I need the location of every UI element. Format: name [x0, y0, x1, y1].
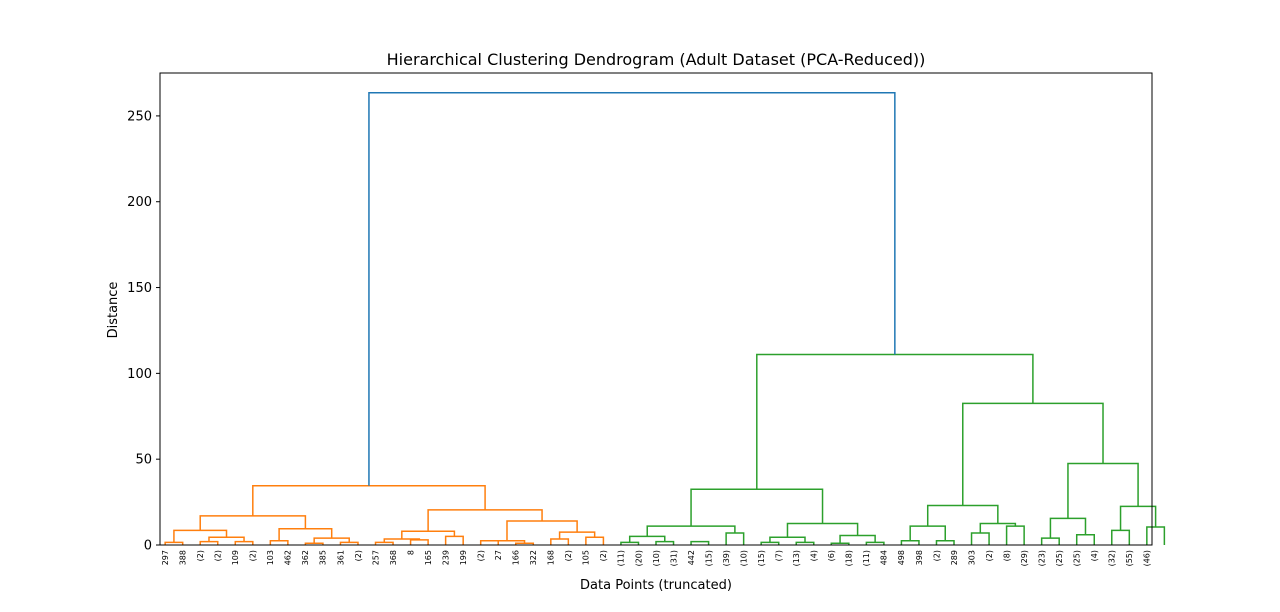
leaf-label: (8): [1002, 550, 1011, 561]
leaf-label: 289: [950, 550, 959, 565]
dendrogram-link: [489, 539, 526, 544]
leaf-label: (2): [249, 550, 258, 561]
leaf-label: (25): [1055, 550, 1064, 566]
leaf-label: 442: [687, 550, 696, 565]
leaf-label: 199: [459, 550, 468, 565]
leaf-label: (31): [669, 550, 678, 566]
leaf-label: (20): [634, 550, 643, 566]
leaf-label: 8: [406, 550, 415, 555]
leaf-label: 361: [336, 550, 345, 565]
leaf-label: 168: [547, 550, 556, 565]
leaf-label: (2): [564, 550, 573, 561]
chart-title: Hierarchical Clustering Dendrogram (Adul…: [387, 50, 926, 69]
leaf-label: (55): [1125, 550, 1134, 566]
dendrogram-link: [173, 529, 228, 543]
leaf-label: (2): [214, 550, 223, 561]
leaf-label: 388: [178, 550, 187, 565]
leaf-label: (4): [1090, 550, 1099, 561]
leaf-label: 257: [371, 550, 380, 565]
y-tick-label: 0: [144, 539, 152, 554]
dendrogram-link: [1040, 537, 1060, 545]
leaf-label: (15): [704, 550, 713, 566]
leaf-label: (11): [617, 550, 626, 566]
leaf-label: (13): [792, 550, 801, 566]
leaf-label: (2): [196, 550, 205, 561]
y-tick-label: 250: [127, 109, 152, 124]
leaf-label: (4): [810, 550, 819, 561]
leaf-label: 105: [582, 550, 591, 565]
dendrogram-link: [409, 539, 429, 545]
dendrogram-link: [690, 540, 710, 545]
dendrogram-link: [515, 542, 535, 545]
dendrogram-link: [1119, 505, 1157, 531]
dendrogram-link: [506, 520, 578, 541]
dendrogram-link: [383, 538, 421, 543]
leaf-label: 103: [266, 550, 275, 565]
x-axis: 297 388 (2) (2) 109 (2) 103 462 362 385 361 (2) 257 3…: [161, 550, 1152, 566]
leaf-label: (6): [827, 550, 836, 561]
leaf-label: (2): [932, 550, 941, 561]
leaf-label: 27: [494, 550, 503, 560]
dendrogram-link: [278, 527, 333, 541]
y-axis: 0 50 100 150 200 250: [127, 109, 160, 554]
dendrogram-links: [164, 91, 1166, 545]
leaf-label: 498: [897, 550, 906, 565]
leaf-label: (25): [1073, 550, 1082, 566]
leaf-label: (15): [757, 550, 766, 566]
dendrogram-link: [427, 509, 543, 532]
leaf-label: 368: [389, 550, 398, 565]
plot-frame: [159, 72, 1153, 546]
y-tick-label: 50: [135, 453, 152, 468]
dendrogram-link: [313, 537, 350, 544]
dendrogram-link: [1075, 533, 1095, 545]
y-tick-label: 200: [127, 195, 152, 210]
dendrogram-link: [304, 542, 324, 545]
leaf-label: (2): [477, 550, 486, 561]
dendrogram-link: [1111, 529, 1131, 545]
leaf-label: (11): [862, 550, 871, 566]
leaf-label: 322: [529, 550, 538, 565]
dendrogram-link: [1067, 462, 1139, 519]
leaf-label: 109: [231, 550, 240, 565]
leaf-label: (10): [739, 550, 748, 566]
leaf-label: 303: [967, 550, 976, 565]
leaf-label: (23): [1037, 550, 1046, 566]
y-tick-label: 100: [127, 367, 152, 382]
leaf-label: (39): [722, 550, 731, 566]
leaf-label: (29): [1020, 550, 1029, 566]
x-axis-label: Data Points (truncated): [580, 578, 732, 593]
leaf-label: 484: [880, 550, 889, 565]
leaf-label: 462: [284, 550, 293, 565]
leaf-label: (18): [845, 550, 854, 566]
leaf-label: 166: [512, 550, 521, 565]
leaf-label: 239: [441, 550, 450, 565]
y-tick-label: 150: [127, 281, 152, 296]
leaf-label: 297: [161, 550, 170, 565]
dendrogram-link: [830, 542, 850, 545]
leaf-label: (2): [599, 550, 608, 561]
leaf-label: 362: [301, 550, 310, 565]
leaf-label: (32): [1108, 550, 1117, 566]
leaf-label: (2): [985, 550, 994, 561]
dendrogram-link: [199, 515, 307, 531]
leaf-label: 398: [915, 550, 924, 565]
leaf-label: (10): [652, 550, 661, 566]
leaf-label: (46): [1143, 550, 1152, 566]
dendrogram-link: [756, 353, 1034, 490]
leaf-label: 385: [319, 550, 328, 565]
leaf-label: (7): [775, 550, 784, 561]
dendrogram-link: [550, 538, 570, 545]
dendrogram-link: [926, 504, 999, 527]
leaf-label: (2): [354, 550, 363, 561]
y-axis-label: Distance: [106, 282, 121, 339]
leaf-label: 165: [424, 550, 433, 565]
dendrogram-link: [368, 91, 896, 486]
